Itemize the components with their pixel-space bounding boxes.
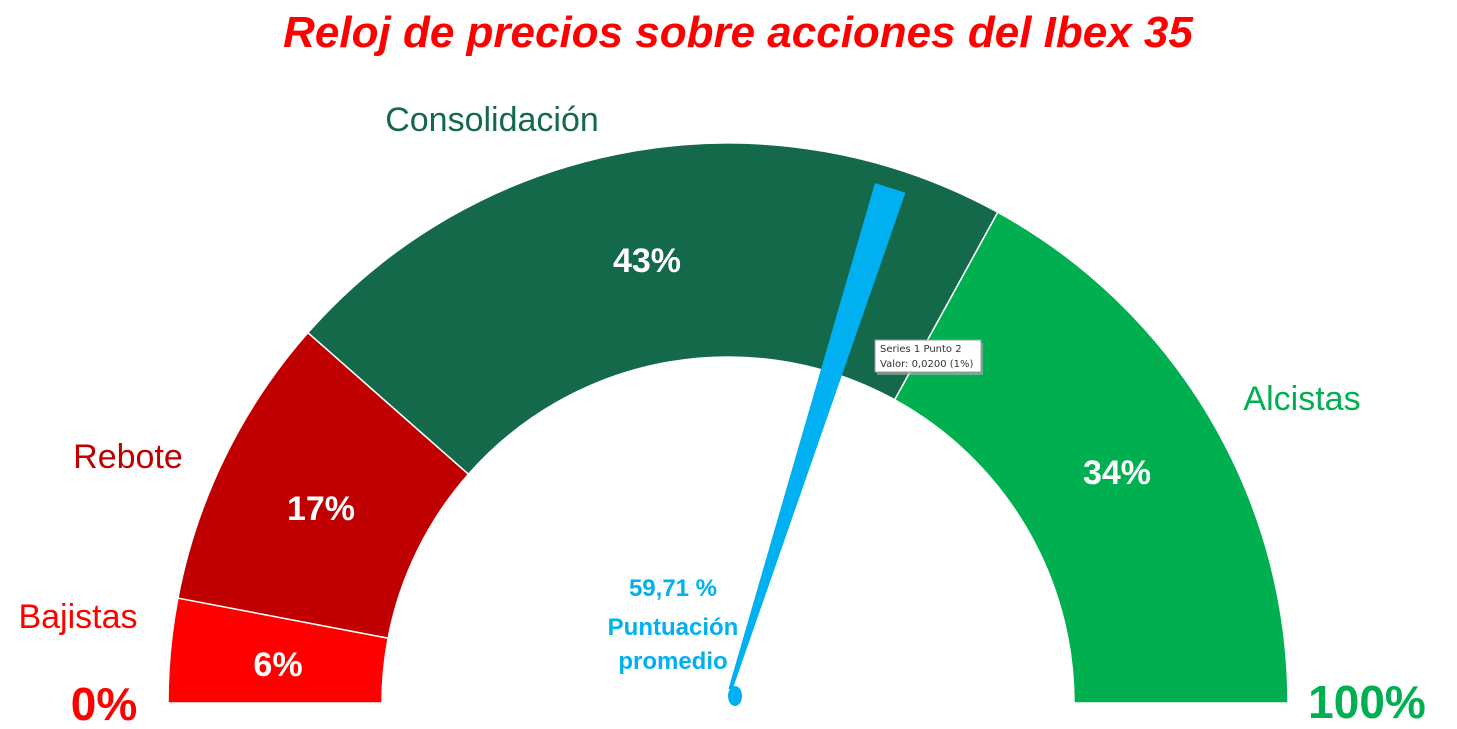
value-label-rebote: 17% (287, 490, 355, 528)
segment-alcistas (893, 211, 1289, 704)
gauge-pointer (728, 183, 906, 706)
category-label-consolidacion: Consolidación (385, 101, 599, 139)
pointer-value-label: 59,71 % (629, 575, 717, 602)
pointer-hub (728, 686, 742, 706)
tooltip-line2: Valor: 0,0200 (1%) (880, 359, 974, 370)
pointer-caption-line2: promedio (618, 648, 727, 675)
data-point-tooltip: Series 1 Punto 2 Valor: 0,0200 (1%) (874, 339, 983, 375)
category-label-alcistas: Alcistas (1243, 380, 1360, 418)
range-max-label: 100% (1308, 676, 1426, 728)
pointer-needle (728, 183, 906, 690)
pointer-caption-line1: Puntuación (608, 614, 739, 641)
category-label-rebote: Rebote (73, 438, 183, 476)
value-label-bajistas: 6% (253, 646, 302, 684)
segment-consolidacion (306, 142, 999, 476)
chart-title: Reloj de precios sobre acciones del Ibex… (283, 8, 1193, 57)
category-label-bajistas: Bajistas (18, 598, 137, 636)
value-label-alcistas: 34% (1083, 454, 1151, 492)
gauge-segments (167, 142, 1289, 704)
tooltip-line1: Series 1 Punto 2 (880, 344, 962, 355)
range-min-label: 0% (71, 678, 137, 729)
value-label-consolidacion: 43% (613, 242, 681, 280)
